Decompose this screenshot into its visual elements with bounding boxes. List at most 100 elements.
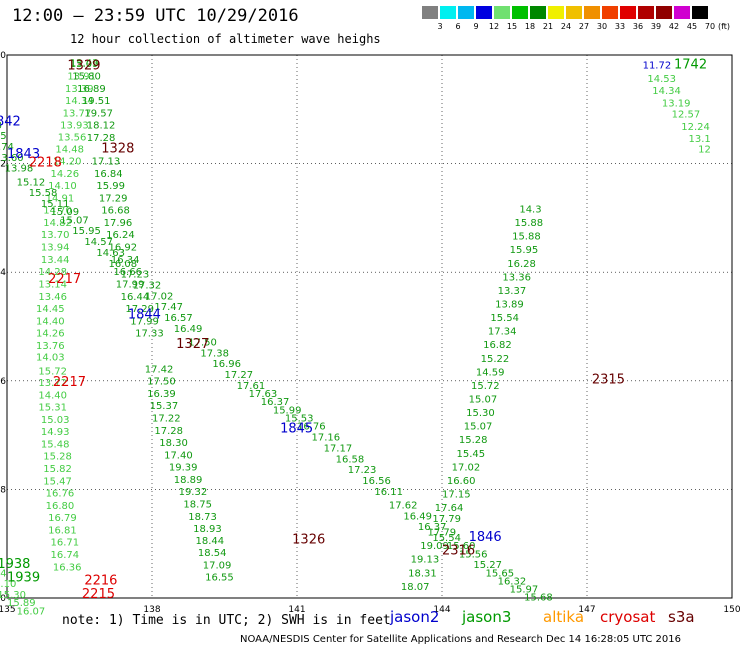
wave-height-label: 17.13: [92, 157, 121, 168]
color-scale-label: 33: [614, 22, 626, 31]
wave-height-label: 15.48: [41, 440, 70, 451]
wave-height-label: 19.09: [420, 541, 449, 552]
wave-height-label: 16.44: [121, 292, 150, 303]
legend-entry-jason2: jason2: [390, 608, 440, 626]
wave-height-label: 16.71: [51, 537, 80, 548]
legend-entry-jason3: jason3: [462, 608, 512, 626]
pass-time-label: 1842: [0, 115, 21, 130]
wave-height-label: 18.73: [188, 512, 217, 523]
wave-height-label: 18.30: [159, 438, 188, 449]
color-scale-label: 21: [542, 22, 554, 31]
color-swatch: [548, 6, 564, 19]
wave-height-label: 19.32: [179, 487, 208, 498]
color-swatch: [638, 6, 654, 19]
wave-height-label: 14.82: [43, 218, 72, 229]
color-scale-label: 3: [437, 22, 443, 31]
wave-height-label: 15.07: [464, 422, 493, 433]
wave-height-label: 14.63: [96, 248, 125, 259]
wave-height-label: 14.59: [476, 367, 505, 378]
color-swatch: [494, 6, 510, 19]
wave-height-label: 14.03: [36, 353, 65, 364]
y-tick-label: -54: [0, 268, 6, 278]
pass-time-label: 1328: [101, 142, 134, 157]
wave-height-label: 16.36: [53, 562, 82, 573]
footer-note: note: 1) Time is in UTC; 2) SWH is in fe…: [62, 613, 391, 628]
color-scale-label: 6: [455, 22, 461, 31]
pass-time-label: 2217: [48, 272, 81, 287]
wave-height-label: 18.12: [87, 120, 116, 131]
wave-height-label: 16.32: [498, 576, 527, 587]
wave-height-label: 12: [698, 145, 711, 156]
wave-height-label: 16.55: [205, 573, 234, 584]
wave-height-label: 18.75: [183, 499, 212, 510]
pass-time-label: 2215: [82, 587, 115, 602]
wave-height-label: 17.23: [121, 270, 150, 281]
pass-time-label: 2217: [53, 375, 86, 390]
color-scale-label: 39: [650, 22, 662, 31]
wave-height-label: 16.08: [109, 259, 138, 270]
pass-time-label: 1843: [7, 147, 40, 162]
wave-height-label: 15.80: [72, 71, 101, 82]
wave-height-label: 15.45: [457, 449, 486, 460]
wave-height-label: 15.09: [51, 207, 80, 218]
wave-height-label: 14.24: [0, 568, 7, 579]
wave-height-label: 17.96: [104, 218, 133, 229]
wave-height-label: 15.11: [41, 199, 70, 210]
wave-height-label: 15.30: [466, 408, 495, 419]
wave-height-label: 14.70: [43, 206, 72, 217]
wave-height-label: 13.28: [0, 120, 2, 131]
wave-height-label: 13.43: [70, 58, 99, 69]
chart-title: 12:00 – 23:59 UTC 10/29/2016: [12, 6, 299, 26]
x-tick-label: 150: [723, 605, 740, 615]
x-tick-label: 147: [578, 605, 595, 615]
wave-height-label: 17.61: [237, 381, 266, 392]
x-tick-label: 135: [0, 605, 16, 615]
wave-height-label: 16.66: [113, 267, 142, 278]
wave-height-label: 14.20: [53, 157, 82, 168]
wave-height-label: 16.37: [418, 522, 447, 533]
wave-height-label: 17.02: [145, 291, 174, 302]
wave-height-label: 16.60: [447, 476, 476, 487]
color-swatch: [458, 6, 474, 19]
wave-height-label: 17.27: [225, 370, 254, 381]
color-swatch: [584, 6, 600, 19]
wave-height-label: 18.31: [408, 568, 437, 579]
wave-height-label: 17.64: [435, 503, 464, 514]
wave-height-label: 15.31: [38, 403, 67, 414]
wave-height-label: 15.12: [17, 177, 46, 188]
wave-height-label: 17.29: [99, 194, 128, 205]
wave-height-label: 16.80: [46, 501, 75, 512]
wave-height-label: 15.03: [41, 415, 70, 426]
pass-time-label: 11.72: [643, 61, 672, 72]
wave-height-label: 15.97: [510, 585, 539, 596]
y-tick-label: -58: [0, 485, 6, 495]
wave-height-label: 15.88: [515, 218, 544, 229]
wave-height-label: 17.79: [432, 514, 461, 525]
wave-height-label: 12.24: [681, 122, 710, 133]
y-tick-label: -50: [0, 51, 6, 61]
wave-height-label: 17.28: [87, 133, 116, 144]
wave-height-label: 13.46: [38, 292, 67, 303]
wave-height-label: 17.40: [164, 450, 193, 461]
pass-time-label: 2315: [592, 373, 625, 388]
wave-height-label: 13.39: [65, 84, 94, 95]
wave-height-label: 15.58: [29, 188, 58, 199]
wave-height-label: 14.34: [65, 96, 94, 107]
chart-subtitle: 12 hour collection of altimeter wave hei…: [70, 32, 381, 46]
wave-height-label: 15.82: [43, 464, 72, 475]
wave-height-label: 13.93: [60, 120, 89, 131]
y-tick-label: -52: [0, 160, 6, 170]
wave-height-label: 15.65: [486, 568, 515, 579]
wave-height-label: 13.70: [41, 230, 70, 241]
wave-height-label: 15.30: [0, 590, 26, 601]
wave-height-label: 13.19: [662, 99, 691, 110]
wave-height-label: 13.94: [41, 242, 70, 253]
wave-height-label: 15.88: [512, 232, 541, 243]
wave-height-label: 17.32: [133, 280, 162, 291]
pass-time-label: 1844: [128, 307, 161, 322]
wave-height-label: 17.22: [152, 414, 181, 425]
wave-height-label: 17.63: [249, 389, 278, 400]
wave-height-label: 15.28: [43, 452, 72, 463]
wave-height-label: 16.24: [106, 230, 135, 241]
